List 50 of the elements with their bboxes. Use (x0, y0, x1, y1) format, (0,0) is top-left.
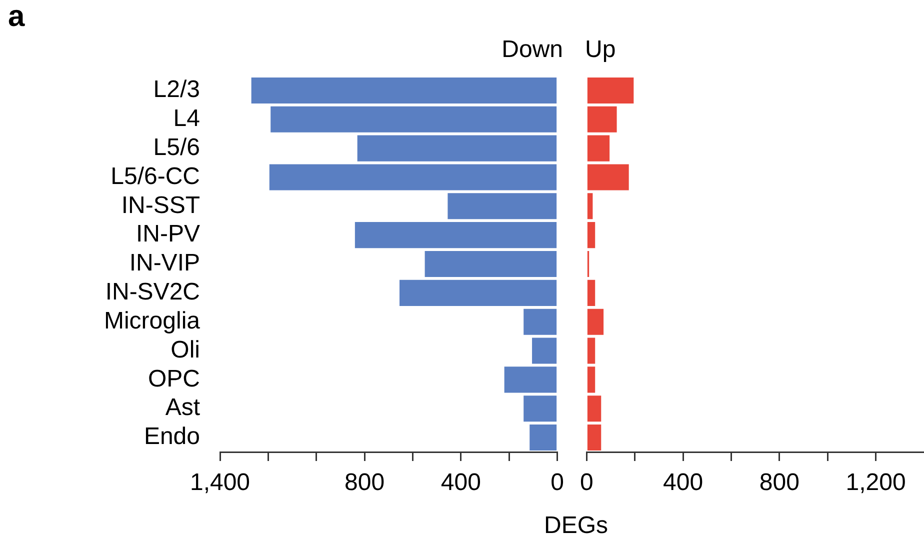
x-tick-label: 0 (580, 469, 594, 496)
bar (587, 338, 596, 364)
x-tick-label: 400 (440, 469, 481, 496)
bar (587, 424, 602, 451)
x-tick-label: 800 (344, 469, 385, 496)
chart-title: Up (585, 36, 616, 64)
x-tick-label: 0 (550, 469, 564, 496)
bar (448, 193, 557, 220)
bar (354, 222, 557, 248)
bar (587, 308, 604, 335)
bar (587, 164, 629, 190)
y-tick-label: L5/6 (153, 134, 200, 161)
y-tick-label: Ast (165, 394, 200, 422)
bar (587, 193, 593, 220)
text: a (8, 0, 25, 34)
bar (532, 338, 557, 364)
chart-title: Down (502, 36, 563, 64)
bar (587, 396, 602, 422)
bar (587, 222, 596, 248)
bar (269, 164, 557, 190)
y-tick-label: IN-SV2C (105, 278, 200, 306)
x-axis-title: DEGs (544, 512, 608, 540)
bar (504, 366, 557, 393)
y-tick-label: L5/6-CC (110, 162, 200, 190)
y-tick-label: IN-PV (136, 220, 200, 248)
bar (400, 280, 557, 306)
bar (587, 106, 617, 132)
x-tick-label: 1,200 (846, 469, 906, 496)
y-tick-label: Oli (170, 336, 200, 364)
bar (524, 396, 557, 422)
y-tick-label: Microglia (104, 307, 201, 334)
bar (530, 424, 557, 451)
bar (270, 106, 557, 132)
y-tick-label: Endo (144, 423, 200, 450)
x-tick-label: 1,400 (190, 469, 250, 496)
y-tick-label: IN-SST (121, 192, 200, 219)
x-tick-label: 400 (663, 469, 704, 496)
bar (587, 77, 634, 104)
y-tick-label: IN-VIP (129, 250, 200, 277)
bar (251, 77, 557, 104)
bar (424, 250, 557, 278)
y-tick-label: OPC (148, 365, 200, 392)
bar (587, 280, 596, 306)
y-tick-label: L4 (173, 105, 200, 132)
y-tick-label: L2/3 (153, 76, 200, 104)
bar (357, 135, 557, 162)
x-tick-label: 800 (759, 469, 800, 496)
bar (587, 135, 610, 162)
bar (524, 308, 557, 335)
bar (587, 366, 596, 393)
